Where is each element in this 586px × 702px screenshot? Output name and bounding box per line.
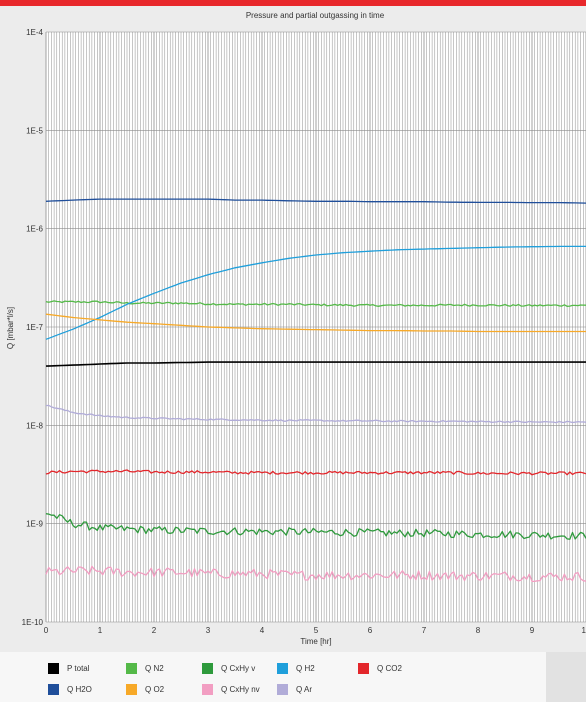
chart-title: Pressure and partial outgassing in time — [246, 11, 385, 20]
legend-label: Q CO2 — [377, 663, 402, 673]
y-tick-labels: 1E-4 1E-5 1E-6 1E-7 1E-8 1E-9 1E-10 — [22, 28, 44, 627]
series-line-q-co2 — [45, 469, 586, 476]
legend-item: Q H2O — [48, 683, 92, 695]
series-line-q-ar — [45, 404, 586, 424]
x-tick-label: 9 — [530, 626, 535, 635]
legend: P total Q N2 Q CxHy v Q H2 Q CO2 Q H2O Q O2 Q C… — [0, 652, 546, 702]
y-tick-label: 1E-10 — [22, 618, 44, 627]
y-tick-label: 1E-5 — [26, 126, 43, 135]
legend-item: Q N2 — [126, 662, 164, 674]
y-tick-label: 1E-9 — [26, 520, 43, 529]
x-axis-label: Time [hr] — [300, 637, 331, 646]
x-tick-label: 0 — [44, 626, 49, 635]
legend-item: Q CO2 — [358, 662, 402, 674]
legend-label: Q Ar — [296, 684, 313, 694]
legend-swatch — [48, 662, 59, 674]
legend-swatch — [126, 662, 137, 674]
grid — [45, 31, 586, 623]
legend-item: Q CxHy nv — [202, 683, 260, 695]
y-tick-label: 1E-4 — [26, 28, 43, 37]
legend-label: Q CxHy nv — [221, 684, 260, 694]
y-tick-label: 1E-7 — [26, 323, 43, 332]
legend-swatch — [277, 662, 288, 674]
x-tick-label: 2 — [152, 626, 157, 635]
series-line-q-cxhy-nv — [45, 565, 586, 583]
chart-area: Pressure and partial outgassing in time … — [0, 6, 586, 652]
chart: Pressure and partial outgassing in time … — [6, 11, 586, 646]
series-line-q-o2 — [45, 313, 586, 333]
x-tick-label: 1 — [98, 626, 103, 635]
legend-swatch — [48, 683, 59, 695]
x-tick-label: 5 — [314, 626, 319, 635]
legend-label: Q O2 — [145, 684, 165, 694]
legend-swatch — [358, 662, 369, 674]
legend-item: Q Ar — [277, 683, 312, 695]
legend-swatch — [202, 683, 213, 695]
legend-swatch — [277, 683, 288, 695]
y-tick-label: 1E-8 — [26, 421, 43, 430]
x-tick-label: 7 — [422, 626, 427, 635]
legend-label: Q CxHy v — [221, 663, 256, 673]
legend-side-panel — [546, 652, 586, 702]
legend-item: Q O2 — [126, 683, 164, 695]
x-tick-label: 8 — [476, 626, 481, 635]
x-tick-labels: 0 1 2 3 4 5 6 7 8 9 10 — [44, 626, 586, 635]
legend-label: P total — [67, 663, 90, 673]
x-tick-label: 4 — [260, 626, 265, 635]
series-line-p-total — [45, 361, 586, 367]
series-layer — [45, 198, 586, 583]
legend-item: Q CxHy v — [202, 662, 255, 674]
x-tick-label: 6 — [368, 626, 373, 635]
legend-swatch — [202, 662, 213, 674]
y-tick-label: 1E-6 — [26, 225, 43, 234]
series-line-q-h2o — [45, 198, 586, 204]
legend-label: Q H2O — [67, 684, 92, 694]
legend-swatch — [126, 683, 137, 695]
legend-item: P total — [48, 662, 90, 674]
x-tick-label: 3 — [206, 626, 211, 635]
legend-label: Q N2 — [145, 663, 164, 673]
top-accent-bar — [0, 0, 586, 6]
legend-item: Q H2 — [277, 662, 315, 674]
x-tick-label: 10 — [582, 626, 586, 635]
series-line-q-n2 — [45, 300, 586, 307]
y-axis-label: Q [mbar*l/s] — [6, 307, 15, 349]
legend-label: Q H2 — [296, 663, 315, 673]
series-line-q-h2 — [45, 245, 586, 340]
series-line-q-cxhy-v — [45, 513, 586, 540]
